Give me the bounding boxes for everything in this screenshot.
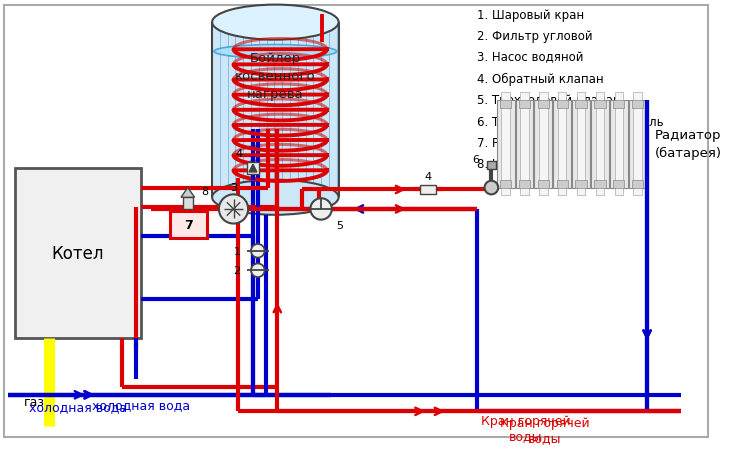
- Bar: [247, 163, 259, 175]
- Bar: [538, 180, 549, 188]
- Text: 2: 2: [234, 266, 240, 276]
- Bar: [591, 101, 609, 188]
- Bar: [613, 180, 624, 188]
- Text: 7: 7: [184, 219, 193, 231]
- Text: Радиатор
(батарея): Радиатор (батарея): [655, 129, 722, 160]
- Bar: [577, 93, 586, 196]
- Text: 4: 4: [425, 171, 432, 181]
- Bar: [497, 101, 515, 188]
- Ellipse shape: [212, 5, 339, 41]
- Text: газ: газ: [23, 395, 45, 408]
- Text: 7. Расширительный бак: 7. Расширительный бак: [477, 137, 625, 150]
- Bar: [183, 198, 193, 209]
- Text: 8: 8: [201, 187, 209, 197]
- Text: 1: 1: [234, 246, 240, 256]
- Circle shape: [485, 181, 498, 195]
- Text: 6: 6: [473, 155, 479, 165]
- Bar: [610, 101, 628, 188]
- Bar: [500, 180, 512, 188]
- Text: Бойлер
косвенного
нагрева: Бойлер косвенного нагрева: [235, 52, 315, 101]
- Text: холодная вода: холодная вода: [92, 398, 190, 411]
- Ellipse shape: [214, 46, 337, 59]
- Bar: [501, 93, 510, 196]
- Text: холодная вода: холодная вода: [29, 400, 127, 413]
- Circle shape: [219, 195, 248, 224]
- Bar: [420, 185, 436, 195]
- Bar: [594, 180, 605, 188]
- Bar: [519, 180, 530, 188]
- Text: Кран горячей
воды: Кран горячей воды: [481, 414, 570, 442]
- Circle shape: [310, 199, 332, 220]
- Text: 2. Фильтр угловой: 2. Фильтр угловой: [477, 30, 592, 43]
- Bar: [613, 101, 624, 109]
- Bar: [594, 101, 605, 109]
- Bar: [519, 101, 530, 109]
- Text: 1. Шаровый кран: 1. Шаровый кран: [477, 9, 584, 22]
- Bar: [212, 23, 339, 198]
- Bar: [539, 93, 548, 196]
- Circle shape: [251, 244, 265, 258]
- Text: 5: 5: [336, 220, 343, 230]
- Bar: [558, 93, 567, 196]
- Bar: [615, 93, 623, 196]
- Bar: [632, 101, 643, 109]
- Bar: [534, 101, 553, 188]
- Bar: [487, 162, 496, 170]
- Text: 3: 3: [230, 182, 237, 192]
- Text: Котел: Котел: [51, 245, 104, 262]
- Bar: [515, 101, 534, 188]
- Bar: [575, 101, 587, 109]
- Bar: [538, 101, 549, 109]
- Bar: [632, 180, 643, 188]
- Bar: [596, 93, 604, 196]
- Text: Кран горячей
воды: Кран горячей воды: [500, 416, 590, 444]
- Bar: [633, 93, 642, 196]
- Polygon shape: [249, 165, 257, 173]
- Text: 4: 4: [236, 148, 243, 158]
- Bar: [629, 101, 646, 188]
- Text: 8. Клапан отвода воздуха: 8. Клапан отвода воздуха: [477, 158, 638, 171]
- Text: 3. Насос водяной: 3. Насос водяной: [477, 51, 583, 64]
- Circle shape: [251, 264, 265, 277]
- Bar: [520, 93, 529, 196]
- Polygon shape: [181, 188, 195, 198]
- Ellipse shape: [212, 180, 339, 215]
- Bar: [171, 212, 207, 239]
- Bar: [575, 180, 587, 188]
- Bar: [556, 180, 568, 188]
- Bar: [500, 101, 512, 109]
- Text: 4. Обратный клапан: 4. Обратный клапан: [477, 73, 603, 86]
- Bar: [556, 101, 568, 109]
- Text: 6. Термостатический вентиль: 6. Термостатический вентиль: [477, 115, 663, 128]
- Bar: [553, 101, 571, 188]
- FancyBboxPatch shape: [15, 169, 141, 339]
- Bar: [572, 101, 590, 188]
- Text: 5. Трехходовой клапан: 5. Трехходовой клапан: [477, 94, 621, 107]
